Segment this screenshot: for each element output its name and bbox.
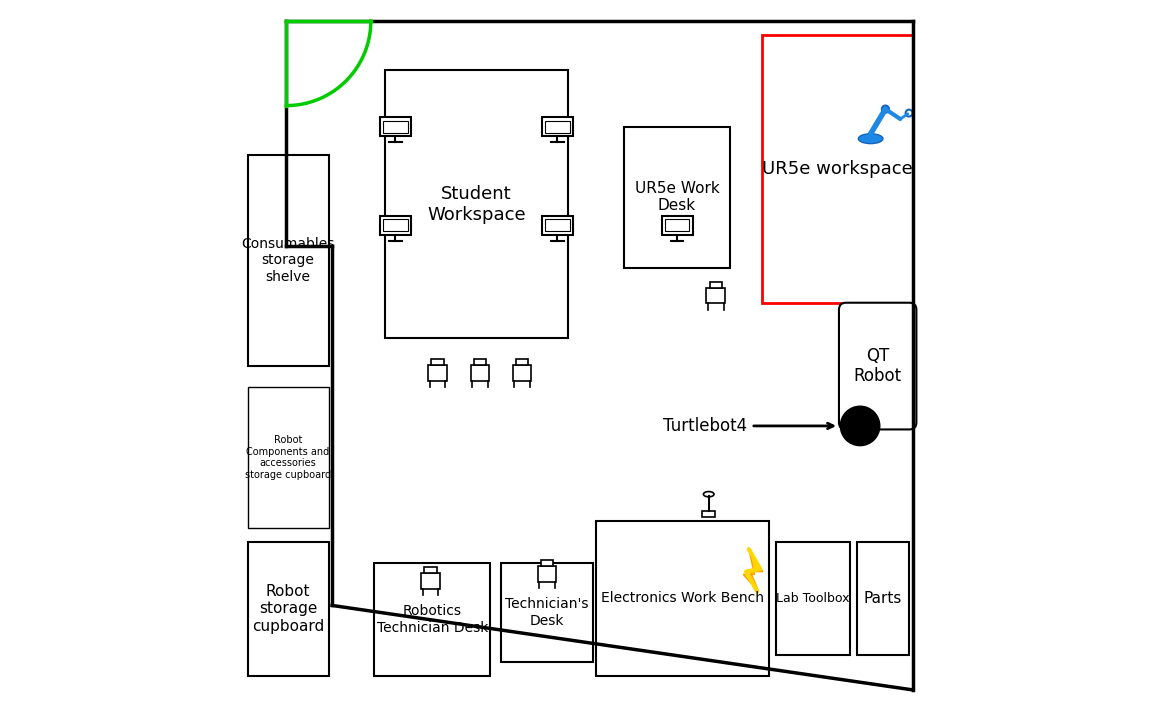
Bar <box>248 542 328 676</box>
Text: Turtlebot4: Turtlebot4 <box>663 417 747 435</box>
Bar <box>513 365 532 381</box>
Bar <box>702 511 715 517</box>
Bar <box>542 118 573 136</box>
Text: Robotics
Technician Desk: Robotics Technician Desk <box>377 605 488 634</box>
Text: Lab Toolbox: Lab Toolbox <box>776 592 850 605</box>
Bar <box>665 219 689 232</box>
Circle shape <box>906 110 913 117</box>
Text: Consumables
storage
shelve: Consumables storage shelve <box>241 237 335 284</box>
Text: UR5e workspace: UR5e workspace <box>761 160 913 178</box>
Bar <box>545 120 569 133</box>
Text: Technician's
Desk: Technician's Desk <box>505 598 589 627</box>
Bar <box>707 288 725 303</box>
Bar <box>248 155 328 366</box>
Text: UR5e Work
Desk: UR5e Work Desk <box>634 181 719 213</box>
Bar <box>383 120 407 133</box>
Circle shape <box>840 406 880 446</box>
Bar <box>428 365 447 381</box>
Bar <box>516 359 528 365</box>
Polygon shape <box>744 549 762 591</box>
Bar <box>542 216 573 234</box>
FancyBboxPatch shape <box>839 303 916 429</box>
Ellipse shape <box>703 491 714 497</box>
Text: Electronics Work Bench: Electronics Work Bench <box>601 591 764 605</box>
Bar <box>501 563 592 662</box>
Bar <box>596 521 768 676</box>
Text: Robot
storage
cupboard: Robot storage cupboard <box>251 584 325 634</box>
Circle shape <box>881 105 889 113</box>
Bar <box>538 566 556 582</box>
Bar <box>383 219 407 232</box>
Bar <box>545 219 569 232</box>
Bar <box>425 567 436 573</box>
Bar <box>421 573 440 589</box>
Ellipse shape <box>858 134 883 144</box>
Bar <box>624 127 730 268</box>
Bar <box>470 365 489 381</box>
Bar <box>661 216 693 234</box>
Text: Robot
Components and
accessories
storage cupboard: Robot Components and accessories storage… <box>244 435 331 480</box>
Text: QT
Robot: QT Robot <box>853 346 902 386</box>
Bar <box>761 35 913 303</box>
Bar <box>540 560 553 566</box>
Bar <box>710 282 722 288</box>
Bar <box>432 359 443 365</box>
Bar <box>857 542 909 655</box>
Text: Student
Workspace: Student Workspace <box>427 184 526 224</box>
Bar <box>474 359 487 365</box>
Bar <box>775 542 850 655</box>
Bar <box>375 563 490 676</box>
Text: Parts: Parts <box>864 591 902 606</box>
Bar <box>248 387 328 528</box>
Bar <box>379 118 411 136</box>
Bar <box>379 216 411 234</box>
Bar <box>385 70 568 338</box>
